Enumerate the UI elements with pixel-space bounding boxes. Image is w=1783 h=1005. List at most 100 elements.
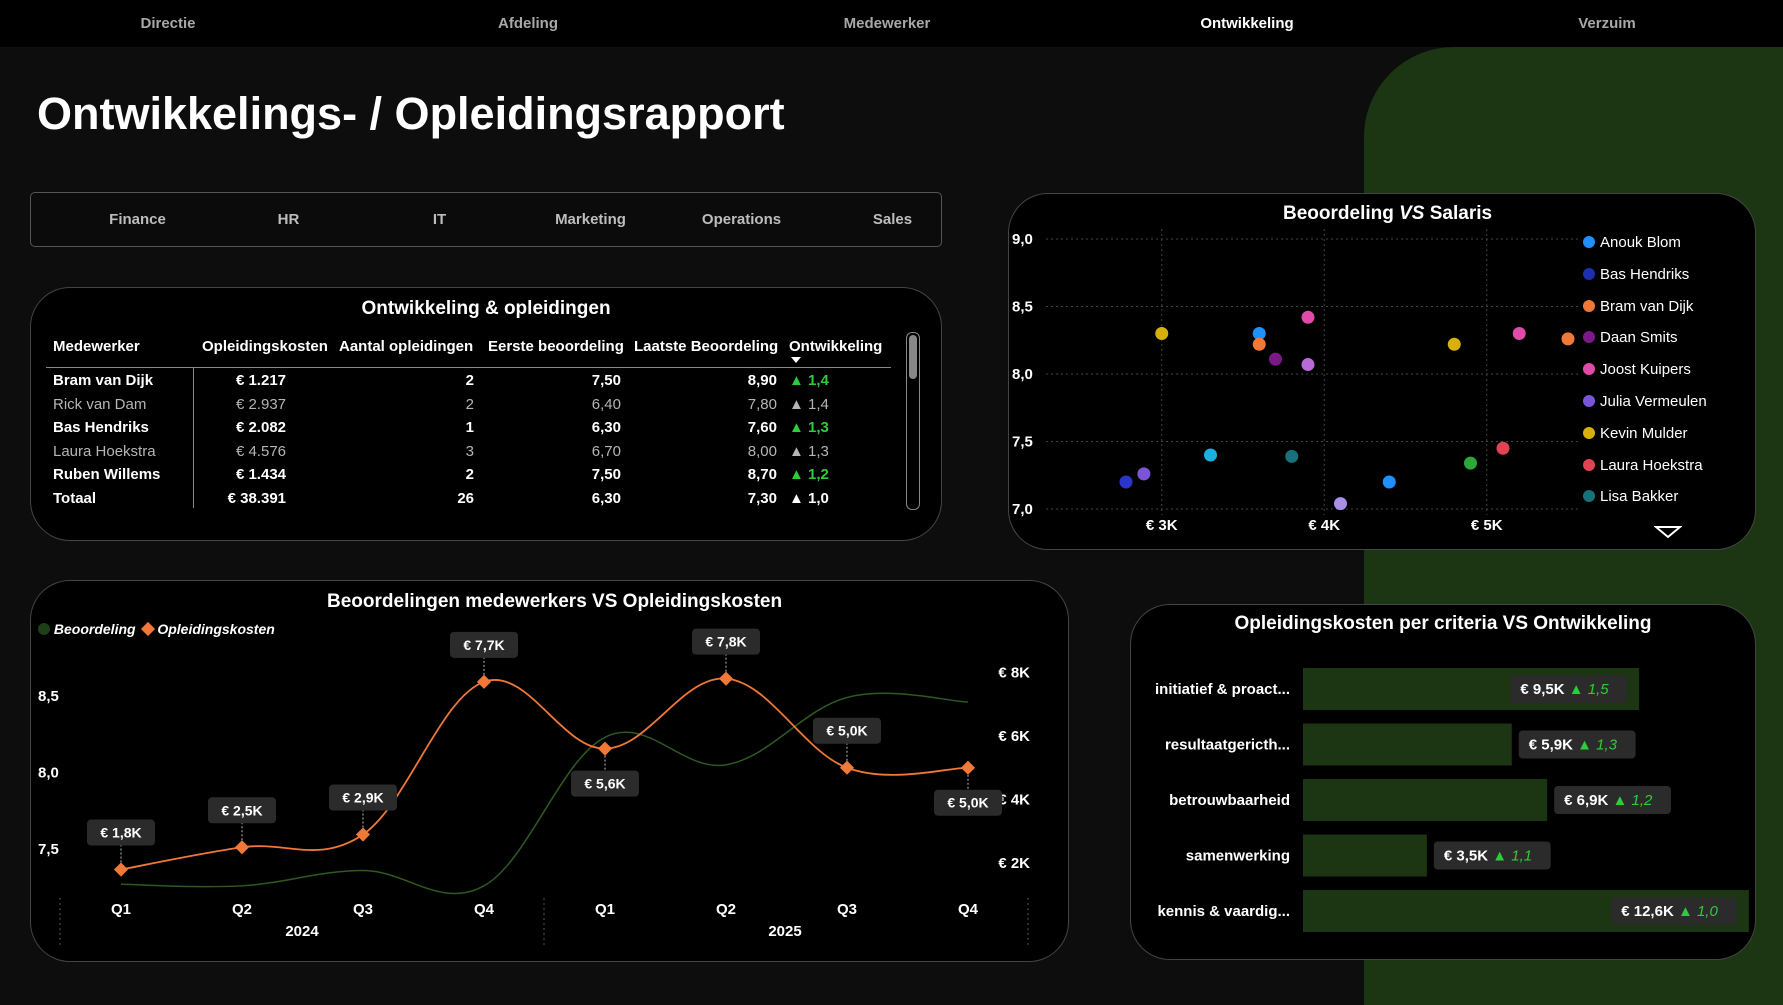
bar-label-bg [1554,786,1671,814]
table-row[interactable]: Ruben Willems € 1.434 2 7,50 8,70 ▲ 1,2 [31,466,901,490]
right-axis-tick: € 4K [998,792,1030,809]
nav-directie[interactable]: Directie [140,15,196,32]
kosten-marker[interactable] [839,760,855,775]
table-scrollbar[interactable] [906,332,920,510]
data-label: € 2,5K [221,802,262,818]
scrollbar-thumb[interactable] [909,335,917,379]
development-table-panel: Ontwikkeling & opleidingen Medewerker Op… [30,287,942,541]
scatter-point[interactable] [1119,475,1133,489]
kosten-marker[interactable] [476,674,492,689]
scatter-point[interactable] [1285,449,1299,463]
slicer-it[interactable]: IT [432,211,447,228]
scatter-legend-item[interactable]: Bram van Dijk [1583,297,1693,317]
scatter-legend-item[interactable]: Anouk Blom [1583,233,1681,253]
table-row[interactable]: Rick van Dam € 2.937 2 6,40 7,80 ▲ 1,4 [31,396,901,420]
scatter-legend-item[interactable]: Bas Hendriks [1583,265,1689,285]
line-opleidingskosten[interactable] [120,677,969,871]
cell-eerste: 7,50 [591,372,621,389]
cell-eerste: 7,50 [591,466,621,483]
bar-delta: ▲ 1,3 [1577,737,1618,754]
slicer-marketing[interactable]: Marketing [555,211,626,228]
cell-ontw: ▲ 1,3 [789,442,829,460]
kosten-marker[interactable] [234,840,250,855]
legend-label: Anouk Blom [1600,234,1681,251]
scatter-point[interactable] [1334,497,1347,511]
scatter-point[interactable] [1204,448,1217,462]
criteria-bar[interactable] [1303,723,1512,766]
slicer-finance[interactable]: Finance [109,211,166,228]
legend-opleidingskosten[interactable]: Opleidingskosten [157,621,275,637]
scatter-point[interactable] [1137,467,1151,481]
bar-category-label: initiatief & proact... [1155,681,1290,698]
cell-kosten: € 2.937 [235,395,286,413]
cell-ontw: ▲ 1,4 [789,372,829,389]
scatter-legend-item[interactable]: Joost Kuipers [1583,360,1691,380]
bar-category-label: betrouwbaarheid [1169,792,1290,809]
kosten-marker[interactable] [718,671,734,686]
col-header-ontwikkeling[interactable]: Ontwikkeling [789,338,883,355]
criteria-bar[interactable] [1303,834,1427,877]
legend-dot [1583,395,1595,407]
scatter-title: Beoordeling VS Salaris [1009,203,1755,225]
bar-chart[interactable]: initiatief & proact... € 9,5K ▲ 1,5 result… [1130,604,1754,958]
line-chart[interactable]: 8,5 8,0 7,5 € 8K € 6K € 4K € 2K € 1,8K € 2,5K € 2… [30,580,1067,960]
slicer-sales[interactable]: Sales [872,211,913,228]
bar-category-label: kennis & vaardig... [1157,903,1290,920]
slicer-operations[interactable]: Operations [701,211,782,228]
table-row[interactable]: Bas Hendriks € 2.082 1 6,30 7,60 ▲ 1,3 [31,419,901,443]
x-tick-year: 2025 [768,923,801,940]
cell-kosten: € 1.217 [235,372,286,389]
legend-dot [1583,426,1595,439]
kosten-marker[interactable] [113,862,129,877]
x-tick-quarter: Q3 [353,901,373,918]
col-header-aantal[interactable]: Aantal opleidingen [339,338,474,355]
scatter-legend-item[interactable]: Laura Hoekstra [1583,456,1703,476]
nav-verzuim[interactable]: Verzuim [1578,15,1636,32]
col-header-eerste[interactable]: Eerste beoordeling [488,338,624,355]
line-beoordeling[interactable] [120,692,969,895]
scatter-chart[interactable]: 9,0 8,5 8,0 7,5 7,0 € 3K € 4K € 5K [1008,193,1578,548]
legend-dot [1583,299,1595,312]
scatter-point[interactable] [1252,327,1266,340]
legend-beoordeling[interactable]: Beoordeling [53,621,136,637]
col-header-laatste[interactable]: Laatste Beoordeling [634,338,779,355]
scatter-point[interactable] [1464,456,1477,470]
nav-afdeling[interactable]: Afdeling [498,15,558,32]
scatter-legend-item[interactable]: Julia Vermeulen [1583,392,1707,412]
scatter-point[interactable] [1301,310,1315,324]
legend-scroll-down-icon[interactable] [1654,525,1682,539]
bar-value-label: € 5,9K ▲ 1,3 [1529,737,1618,754]
criteria-bar[interactable] [1303,779,1548,821]
scatter-point[interactable] [1561,332,1575,346]
line-chart-title: Beoordelingen medewerkers VS Opleidingsk… [327,591,783,612]
col-header-opleidingskosten[interactable]: Opleidingskosten [202,338,328,355]
scatter-point[interactable] [1252,337,1266,351]
scatter-point[interactable] [1496,441,1510,455]
scatter-point[interactable] [1512,327,1526,340]
nav-medewerker[interactable]: Medewerker [843,15,931,32]
table-row[interactable]: Bram van Dijk € 1.217 2 7,50 8,90 ▲ 1,4 [31,372,901,396]
scatter-legend-item[interactable]: Lisa Bakker [1583,487,1678,507]
legend-dot [1583,331,1595,344]
scatter-x-tick: € 3K [1146,517,1178,534]
nav-ontwikkeling[interactable]: Ontwikkeling [1200,15,1294,32]
kosten-marker[interactable] [355,827,371,842]
right-axis-tick: € 2K [998,855,1030,872]
col-header-medewerker[interactable]: Medewerker [53,338,140,355]
kosten-marker[interactable] [597,741,613,756]
scatter-legend-item[interactable]: Kevin Mulder [1583,424,1688,444]
scatter-point[interactable] [1155,327,1169,340]
scatter-point[interactable] [1301,358,1315,372]
scatter-legend-item[interactable]: Daan Smits [1583,328,1678,348]
table-row[interactable]: Laura Hoekstra € 4.576 3 6,70 8,00 ▲ 1,3 [31,443,901,467]
cell-eerste: 6,30 [591,489,621,507]
legend-label: Joost Kuipers [1600,361,1691,379]
header-divider [46,367,891,368]
scatter-point[interactable] [1447,337,1461,351]
scatter-point[interactable] [1382,475,1396,489]
slicer-hr[interactable]: HR [277,211,300,228]
bar-value: € 3,5K [1444,848,1492,865]
line-chart-legend: Beoordeling Opleidingskosten [38,621,275,637]
scatter-point[interactable] [1269,352,1282,366]
kosten-marker[interactable] [960,760,976,775]
